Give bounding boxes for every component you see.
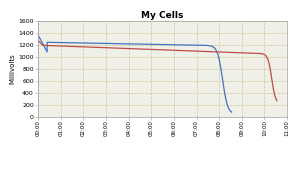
Line: Cell B (2500mAh): Cell B (2500mAh) <box>38 40 277 101</box>
Cell B (2500mAh) <box>49 45 52 47</box>
Cell B (2500mAh) <box>224 51 228 53</box>
Cell A (2100mAh) <box>224 99 228 101</box>
Cell B (2500mAh) <box>268 66 272 68</box>
Title: My Cells: My Cells <box>142 11 184 20</box>
Line: Cell A (2100mAh): Cell A (2100mAh) <box>38 35 232 112</box>
Cell A (2100mAh) <box>46 41 50 43</box>
Cell A (2100mAh) <box>125 43 129 45</box>
Cell B (2500mAh) <box>36 39 40 41</box>
Cell A (2100mAh) <box>230 111 234 113</box>
Y-axis label: Millivolts: Millivolts <box>9 53 16 84</box>
Cell A (2100mAh) <box>189 44 192 46</box>
Cell A (2100mAh) <box>224 99 228 101</box>
Cell A (2100mAh) <box>36 34 40 36</box>
Cell B (2500mAh) <box>268 67 272 69</box>
Cell A (2100mAh) <box>130 43 134 45</box>
Cell B (2500mAh) <box>146 48 150 50</box>
Cell B (2500mAh) <box>152 49 156 51</box>
Cell B (2500mAh) <box>275 100 279 102</box>
